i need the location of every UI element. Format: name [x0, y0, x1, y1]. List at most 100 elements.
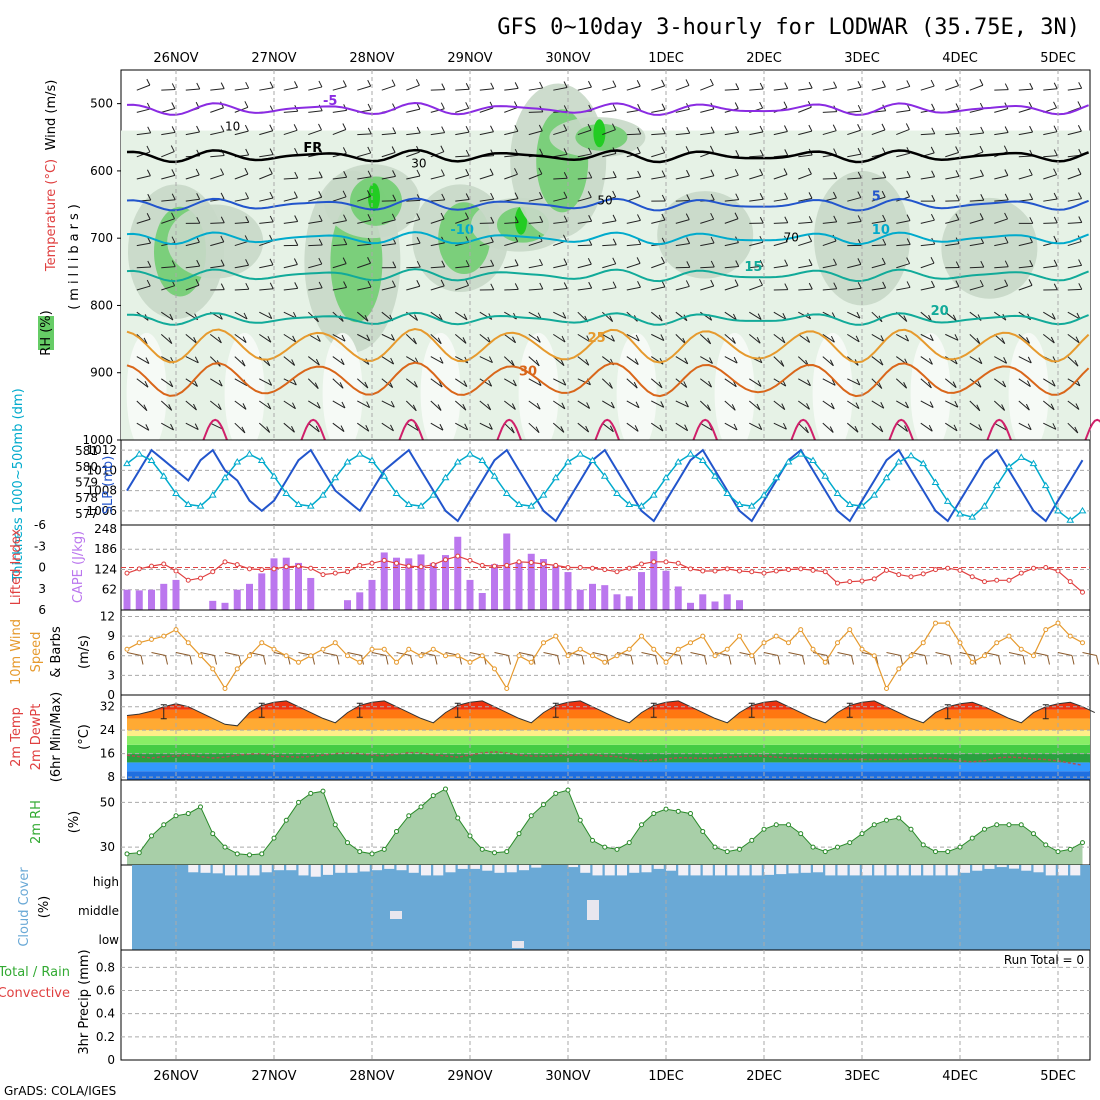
wind-barb: [602, 400, 615, 409]
wind-barb: [185, 198, 200, 202]
rh-dry-slot: [322, 332, 363, 453]
wind-barb: [798, 288, 813, 291]
wind-barb: [1043, 265, 1058, 269]
temp-contour-35: [692, 418, 718, 441]
wind-barb: [1067, 87, 1082, 91]
wind-barb: [210, 265, 225, 269]
wind-speed-point: [198, 653, 203, 659]
wind-barb: [700, 218, 714, 224]
thickness-point: [809, 456, 817, 463]
cloud-high-gap: [225, 865, 235, 876]
wind-barb-flag: [391, 79, 396, 86]
wind-barb: [210, 422, 224, 430]
wind-barb-flag: [267, 335, 272, 343]
wind-barb: [822, 288, 837, 291]
wind-barb: [651, 333, 665, 341]
wind-barb-flag: [807, 379, 811, 386]
wind-barb: [308, 177, 323, 180]
wind-barb: [455, 356, 468, 364]
date-label-top: 26NOV: [153, 51, 198, 66]
thickness-point: [784, 458, 793, 465]
wind-barb-flag: [979, 79, 984, 86]
wind-barb-flag: [168, 337, 173, 344]
precip-label-convective: Convective: [0, 986, 70, 1001]
wind-barb: [185, 88, 200, 91]
wind-barb-10m: [886, 652, 901, 656]
li-point: [724, 566, 730, 572]
rh-point: [577, 817, 583, 823]
cloud-high-gap: [482, 865, 493, 871]
temp-contour-label: 15: [744, 260, 762, 275]
temp-band: [127, 718, 1090, 731]
wind-barb: [945, 422, 958, 432]
wind-barb-flag: [1075, 336, 1080, 343]
wind-barb: [577, 287, 592, 291]
wind-speed-point: [467, 659, 473, 665]
wind-barb: [896, 263, 910, 269]
temp-tick: 8: [107, 770, 115, 784]
wind-barb: [969, 175, 984, 180]
wind-barb: [430, 311, 443, 321]
wind-barb: [822, 264, 837, 269]
wind-barb: [577, 177, 592, 180]
wind-barb: [675, 132, 690, 136]
wind-barb-flag: [364, 314, 369, 322]
rh-point: [492, 850, 497, 856]
wind-speed-point: [933, 620, 938, 626]
wind-barb: [626, 133, 641, 136]
wind-barb: [504, 222, 519, 224]
wind-speed-point: [516, 653, 522, 659]
cape-bar: [736, 600, 743, 610]
rh-point: [271, 835, 277, 841]
cloud-high-gap: [690, 865, 701, 876]
wind-barb-flag: [832, 124, 837, 131]
wind-barb: [455, 107, 469, 113]
wind-barb-flag: [147, 126, 152, 134]
wind-barb: [332, 244, 347, 247]
li-point: [982, 579, 987, 585]
wind-barb-flag: [1027, 356, 1032, 364]
rh-point: [553, 790, 559, 796]
cloud-high-gap: [898, 865, 909, 876]
wind-barb-flag: [806, 336, 811, 343]
wind-barb: [602, 287, 617, 291]
wind-barb-flag: [759, 259, 764, 267]
wind-barb-flag: [292, 378, 297, 386]
li-point: [345, 569, 350, 575]
wind-barb-flag: [660, 334, 665, 341]
wind-speed-point: [1067, 633, 1073, 639]
wind-barb: [847, 177, 862, 180]
wind-barb-flag: [464, 423, 469, 430]
wind-barb: [700, 175, 715, 180]
wind-barb-10m: [690, 652, 705, 656]
thickness-point: [711, 472, 719, 479]
wind-barb: [749, 422, 762, 430]
wind-barb-flag: [364, 381, 369, 389]
wind-barb-flag: [539, 215, 544, 223]
cape-bar: [307, 577, 315, 610]
wind-barb: [651, 176, 666, 180]
wind-barb-flag: [857, 81, 862, 88]
wind-barb: [405, 400, 417, 412]
cape-bar: [711, 601, 719, 610]
wind-barb-flag: [784, 125, 788, 132]
wind-barb-flag: [906, 190, 911, 197]
wind-barb-flag: [465, 102, 470, 109]
wind-barb: [675, 285, 690, 291]
wind-barb-flag: [1053, 125, 1058, 132]
wind-barb: [357, 176, 372, 180]
rh-point: [149, 833, 154, 839]
wind-barb: [283, 129, 298, 136]
thickness-point: [441, 473, 450, 481]
wind-barb-flag: [242, 403, 247, 410]
wind-barb-flag: [1028, 168, 1033, 176]
temperature-label: Temperature (°C): [44, 159, 59, 272]
cloud-high-gap: [1009, 865, 1019, 869]
wind-barb: [528, 356, 540, 367]
wind-barb: [626, 243, 641, 247]
wind-barb-flag: [367, 79, 372, 87]
wind-barb-flag: [490, 125, 494, 132]
wind-barb-flag: [1078, 192, 1083, 199]
rh-point: [626, 840, 632, 846]
cloud-high-gap: [617, 865, 627, 876]
